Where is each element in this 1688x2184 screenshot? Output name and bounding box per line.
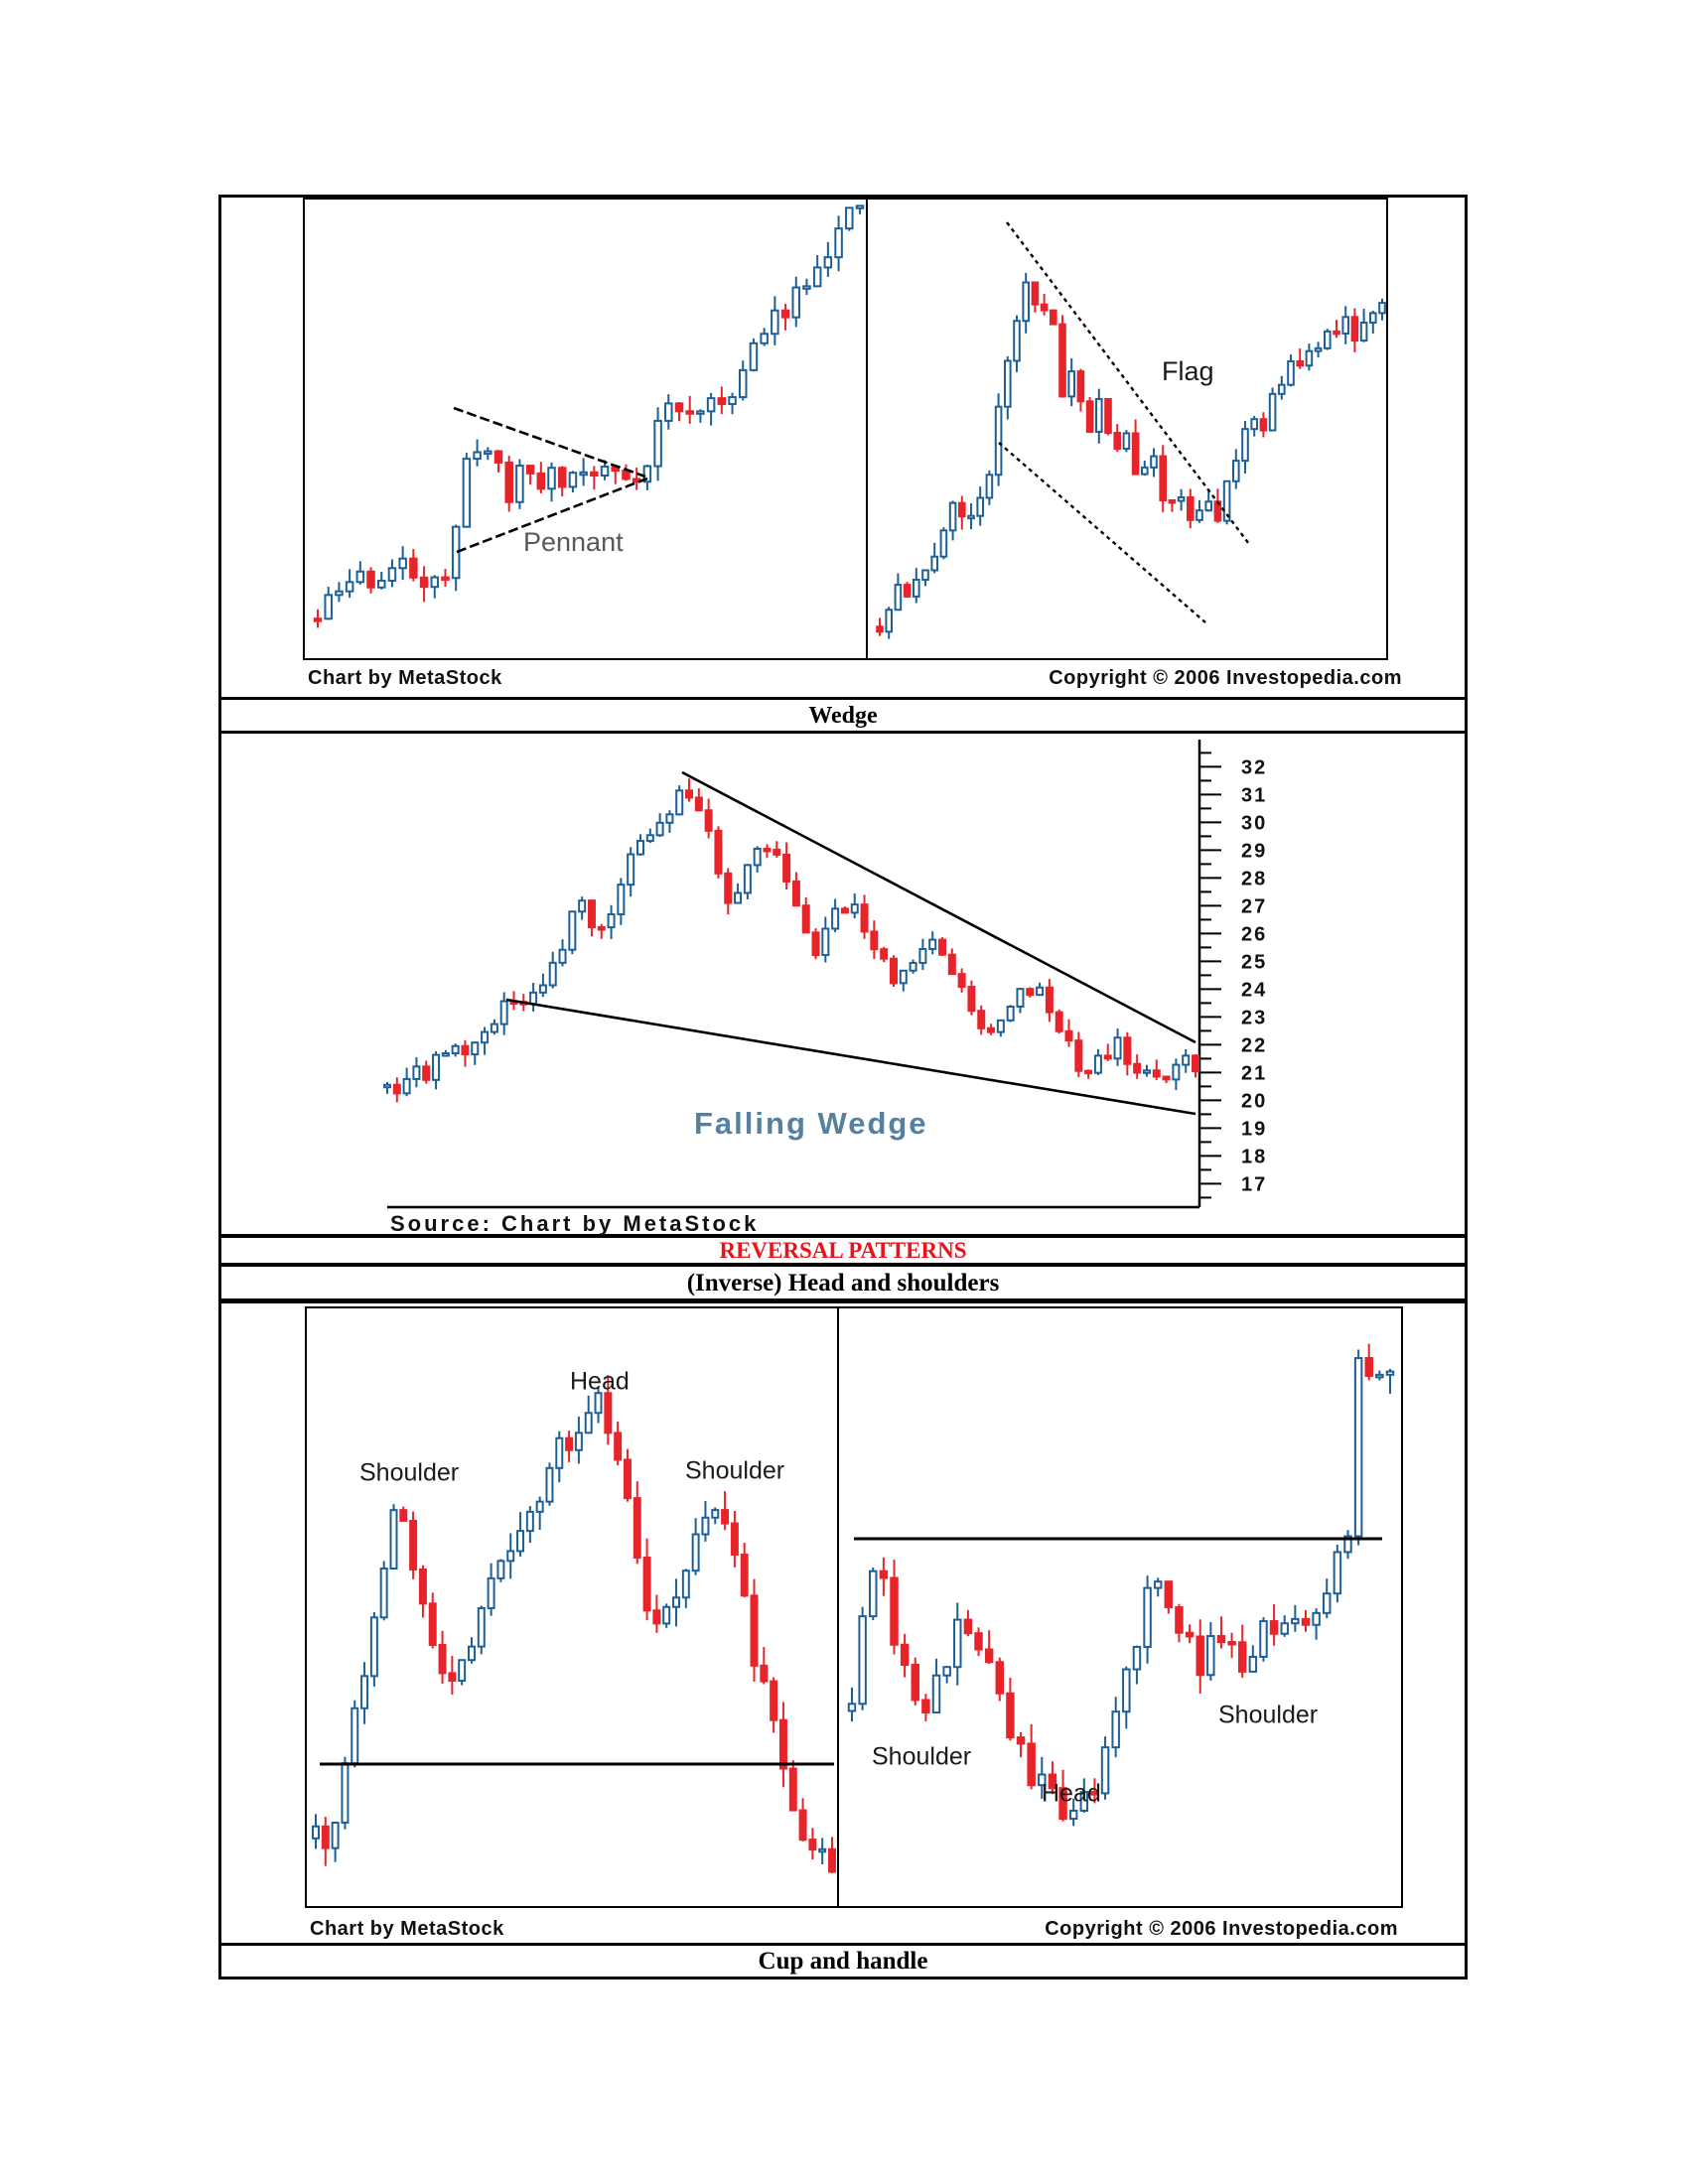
row-title-cup-and-handle: Cup and handle	[758, 1948, 928, 1975]
row-separator	[218, 731, 1468, 734]
panel-divider-bottom	[837, 1306, 839, 1908]
row-title-inverse-head-and-shoulders: (Inverse) Head and shoulders	[686, 1270, 1000, 1297]
copyright-text-top: Copyright © 2006 Investopedia.com	[1049, 667, 1402, 689]
row-separator	[218, 1298, 1468, 1303]
row-separator	[218, 1943, 1468, 1946]
reversal-charts-image-frame	[305, 1306, 1403, 1908]
wedge-source-caption: Source: Chart by MetaStock	[390, 1211, 760, 1236]
row-title-wedge: Wedge	[808, 703, 878, 729]
row-separator	[218, 1234, 1468, 1238]
metastock-credit-top: Chart by MetaStock	[308, 667, 502, 689]
row-separator	[218, 697, 1468, 700]
copyright-text-bottom: Copyright © 2006 Investopedia.com	[1045, 1918, 1398, 1940]
continuation-charts-image-frame	[303, 198, 1388, 660]
metastock-credit-bottom: Chart by MetaStock	[310, 1918, 504, 1940]
panel-divider-top	[866, 198, 868, 660]
row-title-reversal-patterns: REVERSAL PATTERNS	[719, 1238, 967, 1263]
row-separator	[218, 1263, 1468, 1267]
patterns-table-border	[218, 195, 1468, 1979]
